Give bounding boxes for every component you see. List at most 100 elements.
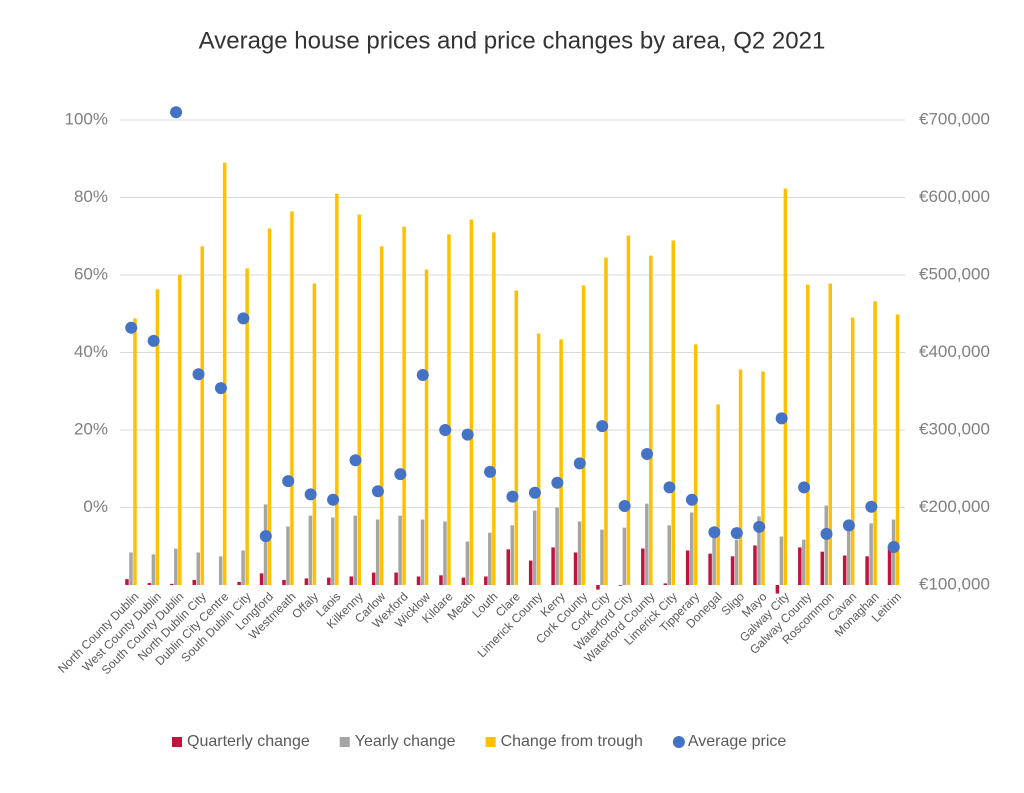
- legend-label: Quarterly change: [187, 733, 310, 750]
- point: [528, 486, 541, 499]
- bar: [218, 556, 223, 585]
- bar: [375, 519, 380, 585]
- bar: [514, 290, 518, 585]
- bar: [331, 517, 335, 585]
- y2-tick-label: €400,000: [919, 342, 990, 361]
- bar: [263, 504, 268, 585]
- bar: [887, 545, 892, 585]
- bar: [402, 226, 406, 585]
- y-tick-label: 60%: [74, 264, 108, 283]
- bar: [245, 268, 249, 585]
- bar: [626, 235, 631, 585]
- bar: [174, 548, 178, 585]
- y2-tick-label: €700,000: [919, 109, 990, 128]
- bar: [357, 214, 361, 586]
- point: [551, 476, 564, 489]
- bar: [424, 269, 429, 585]
- bar: [708, 553, 712, 585]
- bar: [577, 521, 582, 585]
- point: [641, 448, 654, 461]
- y2-tick-label: €500,000: [919, 264, 990, 283]
- bar: [443, 521, 447, 585]
- bar: [492, 232, 496, 585]
- bar: [645, 503, 649, 585]
- point: [170, 106, 183, 119]
- bar: [125, 579, 129, 585]
- bar: [806, 284, 810, 585]
- bar: [282, 579, 286, 585]
- bar: [178, 274, 182, 585]
- bar: [573, 552, 578, 585]
- bar: [895, 314, 900, 585]
- bar: [379, 246, 384, 585]
- bar: [484, 576, 488, 585]
- bar: [420, 519, 425, 585]
- bar: [536, 333, 541, 585]
- point: [730, 527, 743, 540]
- bar: [237, 581, 241, 585]
- bar: [604, 257, 608, 585]
- point: [237, 312, 250, 325]
- point: [685, 493, 698, 506]
- legend-label: Average price: [688, 733, 787, 750]
- point: [461, 428, 474, 441]
- bar: [618, 585, 623, 586]
- point: [282, 475, 295, 488]
- y-tick-label: 80%: [74, 187, 108, 206]
- legend-marker: [485, 737, 496, 747]
- point: [214, 382, 227, 395]
- bar: [335, 193, 339, 585]
- y-tick-label: 0%: [83, 497, 108, 516]
- bar: [685, 550, 690, 585]
- point: [484, 465, 497, 478]
- bar: [133, 318, 137, 585]
- bar: [349, 576, 353, 585]
- y2-tick-label: €100,000: [919, 574, 990, 593]
- bar: [757, 516, 761, 585]
- y-tick-label: 40%: [74, 342, 108, 361]
- bar: [689, 512, 694, 585]
- bar: [824, 505, 828, 585]
- y2-tick-label: €200,000: [919, 497, 990, 516]
- bar: [304, 578, 309, 585]
- y-tick-label: 20%: [74, 419, 108, 438]
- bar: [353, 515, 357, 585]
- bar: [671, 240, 675, 585]
- x-tick-label: Louth: [469, 589, 500, 620]
- bar: [439, 575, 443, 585]
- bar: [712, 529, 716, 585]
- chart-title: Average house prices and price changes b…: [199, 27, 826, 54]
- bar: [147, 583, 152, 585]
- bar: [802, 539, 806, 585]
- bar: [667, 525, 671, 585]
- bar: [828, 283, 832, 585]
- bar: [846, 529, 851, 585]
- bar: [312, 283, 317, 585]
- bar: [869, 523, 873, 585]
- bar: [510, 525, 514, 585]
- bar: [581, 285, 586, 585]
- bar: [775, 585, 780, 594]
- bar: [663, 583, 667, 585]
- point: [327, 493, 340, 506]
- point: [618, 499, 631, 512]
- bar: [532, 510, 537, 585]
- bar: [398, 515, 402, 585]
- point: [842, 519, 855, 532]
- bar: [559, 339, 563, 585]
- bar: [783, 188, 788, 585]
- bar: [222, 162, 227, 585]
- point: [416, 368, 429, 381]
- bar: [693, 344, 698, 585]
- point: [506, 490, 519, 503]
- bar: [551, 547, 555, 585]
- bar: [416, 576, 421, 585]
- point: [349, 454, 362, 467]
- point: [192, 368, 205, 381]
- point: [573, 457, 586, 470]
- bar: [308, 515, 313, 585]
- bar: [506, 549, 510, 585]
- bar: [327, 577, 331, 585]
- bar: [465, 541, 470, 585]
